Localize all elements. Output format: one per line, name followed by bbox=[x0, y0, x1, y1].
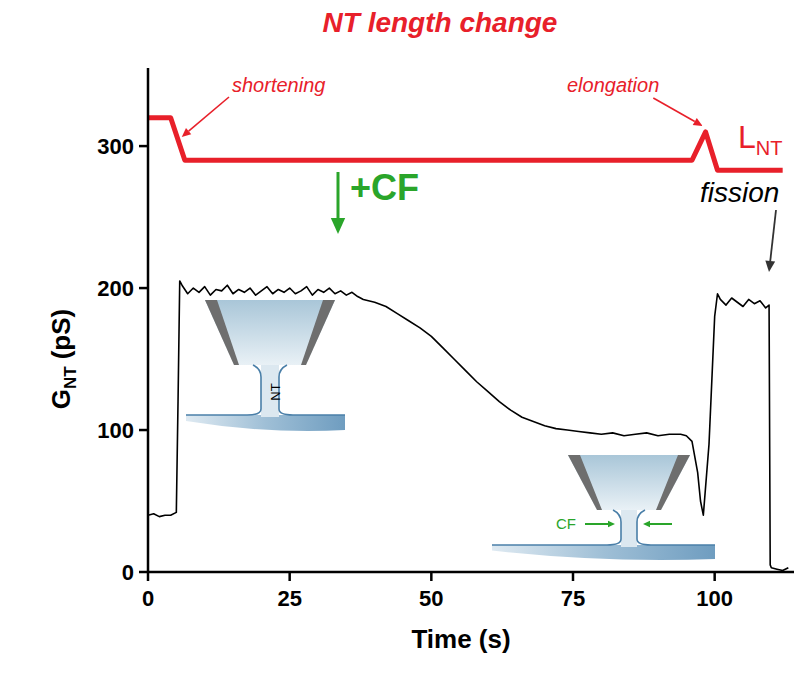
inset2-pipette bbox=[568, 455, 690, 510]
x-axis-line bbox=[148, 571, 794, 574]
y-tick-label: 100 bbox=[97, 418, 134, 443]
x-tick-label: 0 bbox=[142, 586, 154, 611]
pipette-wall bbox=[568, 455, 602, 510]
cf-arrow-left-shaft bbox=[585, 523, 608, 525]
pipette-lumen bbox=[205, 300, 335, 365]
y-axis-line bbox=[147, 68, 150, 572]
y-tick bbox=[139, 429, 148, 432]
membrane-edge bbox=[651, 544, 715, 545]
fission-arrow-head bbox=[765, 261, 775, 272]
inset2-tube bbox=[492, 510, 715, 560]
title: NT length change bbox=[323, 7, 558, 38]
annotation: shortening bbox=[232, 74, 325, 96]
shortening-arrow bbox=[182, 97, 229, 137]
tube-wall bbox=[247, 365, 261, 415]
x-tick bbox=[147, 572, 150, 581]
cf-arrow-left bbox=[585, 521, 615, 527]
y-tick bbox=[139, 571, 148, 574]
y-tick-label: 300 bbox=[97, 134, 134, 159]
cf-arrow bbox=[331, 172, 345, 234]
pipette-lumen bbox=[568, 455, 690, 510]
shortening-arrow-head bbox=[182, 128, 191, 137]
length-trace bbox=[148, 118, 783, 171]
series-label-sub: NT bbox=[756, 137, 783, 159]
membrane bbox=[186, 415, 345, 431]
tube-wall bbox=[607, 510, 621, 545]
elongation-arrow bbox=[653, 98, 702, 126]
annotation: fission bbox=[700, 177, 779, 208]
series-label: LNT bbox=[738, 119, 782, 159]
x-tick bbox=[713, 572, 716, 581]
membrane-edge bbox=[293, 414, 345, 415]
fission-arrow bbox=[765, 210, 776, 272]
x-tick bbox=[288, 572, 291, 581]
plot-data bbox=[148, 118, 788, 571]
y-tick bbox=[139, 287, 148, 290]
y-tick-label: 200 bbox=[97, 276, 134, 301]
x-tick-label: 75 bbox=[561, 586, 585, 611]
x-tick-label: 25 bbox=[277, 586, 301, 611]
inset1-tube bbox=[186, 365, 345, 431]
y-axis-title: GNT (pS) bbox=[46, 309, 80, 409]
y-tick-label: 0 bbox=[122, 560, 134, 585]
annotation: elongation bbox=[567, 74, 659, 96]
cf-arrow-right bbox=[643, 521, 672, 527]
pipette-wall bbox=[656, 455, 690, 510]
y-axis-title-base: G bbox=[46, 389, 76, 409]
inset1-pipette bbox=[205, 300, 335, 365]
membrane-edge bbox=[186, 414, 247, 415]
axes: 0 100 200 300 0 25 50 75 100 bbox=[97, 68, 794, 611]
pipette-wall bbox=[205, 300, 239, 365]
membrane bbox=[492, 545, 715, 560]
annotation: +CF bbox=[350, 167, 419, 208]
x-tick-label: 50 bbox=[419, 586, 443, 611]
conductance-trace bbox=[148, 281, 788, 571]
cf-arrow-right-head bbox=[643, 521, 650, 527]
membrane-edge bbox=[492, 544, 607, 545]
x-tick-label: 100 bbox=[696, 586, 733, 611]
cf-arrow-shaft bbox=[337, 172, 340, 218]
inset-label: NT bbox=[268, 383, 283, 400]
pipette-wall bbox=[301, 300, 335, 365]
x-tick bbox=[572, 572, 575, 581]
fission-arrow-shaft bbox=[770, 210, 776, 261]
elongation-arrow-shaft bbox=[653, 98, 694, 121]
elongation-arrow-head bbox=[693, 118, 703, 126]
series-label-base: L bbox=[738, 119, 756, 155]
x-tick bbox=[430, 572, 433, 581]
x-axis-title: Time (s) bbox=[411, 624, 510, 654]
cf-arrow-left-head bbox=[608, 521, 615, 527]
y-axis-title-sub: NT bbox=[61, 366, 80, 389]
tube-fill bbox=[621, 510, 637, 547]
chart: NTCF01002003000255075100Time (s)GNT(pS)N… bbox=[0, 0, 809, 686]
y-tick bbox=[139, 145, 148, 148]
y-axis-title-unit: (pS) bbox=[46, 309, 76, 360]
inset-label: CF bbox=[556, 515, 576, 532]
cf-arrow-head bbox=[331, 218, 345, 234]
shortening-arrow-shaft bbox=[189, 97, 229, 131]
cf-arrow-right-shaft bbox=[650, 523, 672, 525]
tube-wall bbox=[637, 510, 651, 545]
